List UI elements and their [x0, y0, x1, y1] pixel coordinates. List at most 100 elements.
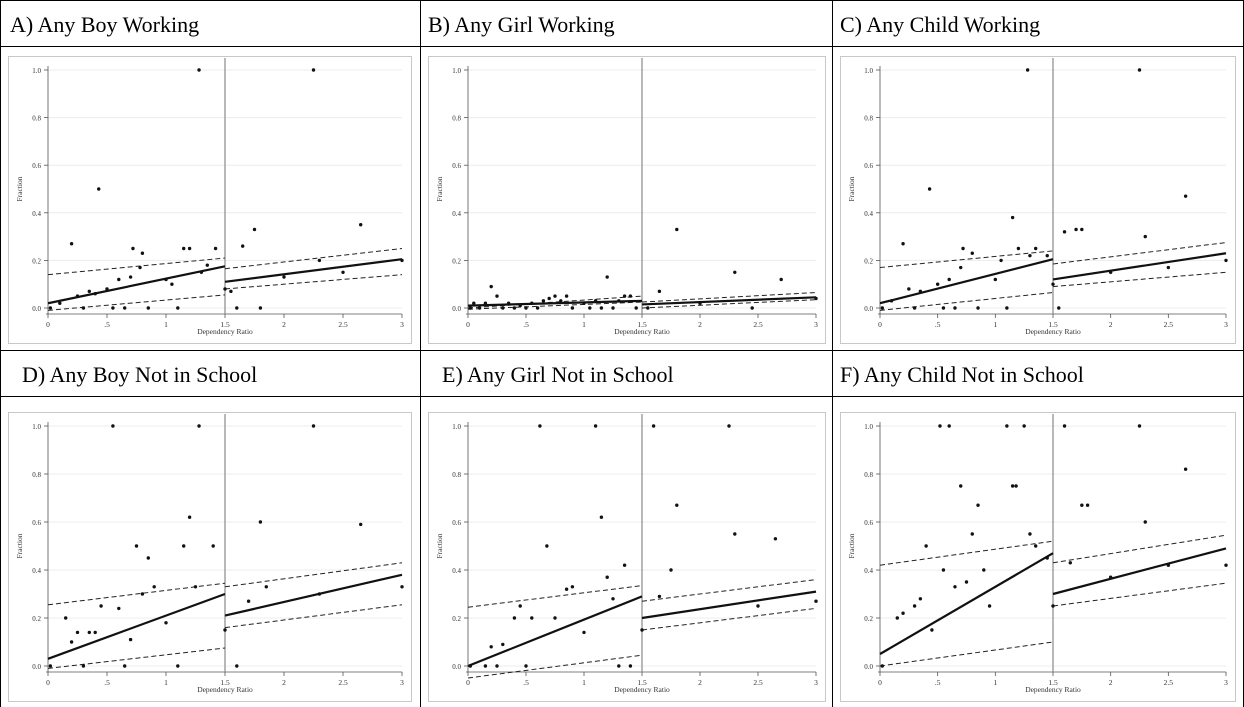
- data-point: [111, 424, 115, 428]
- data-point: [947, 424, 951, 428]
- fit-line-left: [47, 592, 226, 660]
- data-point: [530, 616, 534, 620]
- fit-line-right: [224, 258, 403, 283]
- y-tick-label: 0.6: [32, 519, 41, 527]
- x-tick-label: 3: [1224, 678, 1228, 687]
- data-point: [564, 587, 569, 591]
- data-point: [646, 306, 650, 310]
- y-tick-label: 0.2: [452, 257, 461, 265]
- data-point: [1224, 258, 1228, 263]
- data-point: [611, 306, 615, 310]
- y-tick-label: 0.6: [32, 162, 41, 170]
- x-tick-label: 3: [1224, 320, 1228, 329]
- x-tick-label: 1.5: [637, 320, 647, 329]
- data-point: [880, 664, 885, 668]
- data-point: [64, 616, 68, 620]
- data-point: [987, 604, 992, 608]
- confidence-interval-line: [47, 257, 226, 276]
- y-tick-label: 0.2: [452, 615, 461, 623]
- x-tick-label: 0: [466, 678, 470, 687]
- data-point: [211, 544, 215, 548]
- data-point: [675, 227, 679, 232]
- data-point: [501, 642, 505, 647]
- data-point: [241, 244, 245, 248]
- x-axis-label: Dependency Ratio: [197, 685, 253, 694]
- table-border-left: [0, 0, 1, 707]
- data-point: [1028, 532, 1032, 536]
- y-axis-label: Fraction: [435, 176, 444, 201]
- data-point: [1005, 424, 1009, 428]
- y-tick-label: 0.6: [864, 519, 873, 527]
- data-point: [213, 246, 218, 251]
- data-point: [538, 424, 542, 428]
- y-axis-label: Fraction: [435, 533, 444, 558]
- data-point: [1074, 227, 1078, 232]
- chart-frame: [8, 412, 412, 702]
- data-point: [564, 294, 569, 298]
- y-tick-label: 0.0: [32, 663, 41, 671]
- x-tick-label: 1: [164, 678, 168, 687]
- data-point: [187, 246, 192, 251]
- data-point: [912, 604, 917, 608]
- chart-any-child-not-in-school: 0.0 0.2 0.4 0.6 0.8 1.0 0 .5 1 1.5 2 2.5 3 Dependency…: [840, 412, 1236, 702]
- x-tick-label: .5: [104, 678, 110, 687]
- data-point: [205, 263, 209, 267]
- confidence-interval-line: [641, 299, 817, 309]
- data-point: [750, 306, 754, 310]
- data-point: [1025, 68, 1030, 72]
- data-point: [1143, 520, 1147, 524]
- y-axis-label: Fraction: [847, 533, 856, 558]
- y-tick-label: 0.8: [452, 471, 461, 479]
- data-point: [483, 664, 488, 668]
- data-point: [1143, 234, 1147, 239]
- y-tick-label: 0.8: [32, 115, 41, 123]
- data-point: [588, 306, 592, 310]
- chart-frame: [8, 56, 412, 344]
- data-point: [69, 242, 74, 246]
- data-point: [1028, 253, 1032, 258]
- data-point: [176, 306, 180, 310]
- data-point: [512, 616, 517, 620]
- confidence-interval-line: [467, 654, 643, 679]
- y-tick-label: 0.2: [32, 615, 41, 623]
- confidence-interval-line: [641, 607, 817, 631]
- x-tick-label: 1.5: [1048, 320, 1058, 329]
- data-point: [99, 604, 103, 608]
- data-point: [617, 299, 621, 303]
- data-point: [134, 544, 139, 548]
- y-tick-label: 0.0: [864, 305, 873, 313]
- data-point: [617, 664, 621, 668]
- table-border-middle: [0, 350, 1244, 351]
- x-tick-label: .5: [523, 678, 529, 687]
- fit-line-right: [641, 296, 817, 306]
- data-point: [258, 306, 263, 310]
- confidence-interval-line: [467, 295, 643, 309]
- x-tick-label: 1.5: [1048, 678, 1058, 687]
- x-tick-label: 0: [878, 678, 882, 687]
- data-point: [97, 187, 101, 191]
- data-point: [152, 585, 156, 589]
- x-tick-label: 2: [698, 678, 702, 687]
- data-point: [953, 585, 957, 589]
- table-border-col1: [420, 0, 421, 707]
- data-point: [341, 270, 345, 274]
- data-point: [593, 299, 598, 303]
- chart-frame: [428, 412, 826, 702]
- confidence-interval-line: [1052, 271, 1227, 288]
- fit-line-left: [467, 299, 643, 307]
- data-point: [1010, 215, 1015, 220]
- data-point: [970, 532, 974, 536]
- data-point: [930, 628, 934, 632]
- data-point: [1062, 230, 1067, 234]
- data-point: [359, 223, 363, 227]
- table-border-header2: [0, 396, 1244, 397]
- data-point: [1034, 246, 1038, 251]
- data-point: [901, 611, 905, 615]
- y-tick-label: 1.0: [864, 67, 873, 75]
- data-point: [1057, 306, 1061, 310]
- data-point: [524, 664, 528, 668]
- x-tick-label: 3: [400, 320, 404, 329]
- data-point: [559, 299, 563, 303]
- data-point: [545, 544, 549, 548]
